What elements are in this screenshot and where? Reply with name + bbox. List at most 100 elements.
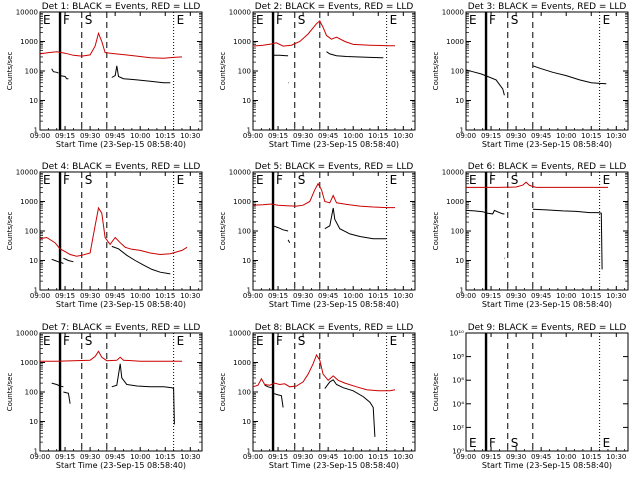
x-tick-label: 09:15 xyxy=(55,292,75,300)
y-tick-label: 1000 xyxy=(20,198,38,206)
x-axis-label: Start Time (23-Sep-15 08:58:40) xyxy=(56,300,186,309)
x-tick-label: 10:30 xyxy=(393,132,413,140)
marker-label: S xyxy=(298,173,306,187)
x-tick-label: 09:00 xyxy=(243,132,263,140)
detector-panel: Det 3: BLACK = Events, RED = LLD 09:00 09:… xyxy=(432,2,629,149)
x-tick-label: 10:15 xyxy=(368,453,388,461)
x-tick-label: 09:15 xyxy=(55,453,75,461)
y-tick-label: 1 xyxy=(34,448,38,456)
x-tick-label: 09:30 xyxy=(80,132,100,140)
y-tick-label: 10 xyxy=(29,418,38,426)
events-series-line xyxy=(59,75,69,80)
marker-label: E xyxy=(603,173,611,187)
y-tick-label: 10 xyxy=(242,418,251,426)
y-axis-label: Counts/sec xyxy=(432,373,440,412)
events-series-line xyxy=(465,209,505,215)
marker-label: S xyxy=(85,13,93,27)
y-tick-label: 1000 xyxy=(20,359,38,367)
x-tick-label: 10:15 xyxy=(581,132,601,140)
y-tick-label: 10000 xyxy=(16,169,38,177)
y-tick-label: 1 xyxy=(460,287,464,295)
detector-panel: Det 9: BLACK = Events, RED = LLD 09:00 09:… xyxy=(432,323,629,470)
panel-title: Det 2: BLACK = Events, RED = LLD xyxy=(255,2,414,12)
events-series-line xyxy=(111,363,175,425)
x-tick-label: 09:30 xyxy=(80,453,100,461)
y-tick-label: 10000 xyxy=(442,9,464,17)
x-tick-label: 09:30 xyxy=(293,453,313,461)
detector-panel: Det 4: BLACK = Events, RED = LLD 09:00 09:… xyxy=(6,162,203,309)
x-tick-label: 10:15 xyxy=(155,292,175,300)
x-tick-label: 09:30 xyxy=(293,292,313,300)
y-tick-label: 10 xyxy=(242,97,251,105)
y-axis-label: Counts/sec xyxy=(432,52,440,91)
y-tick-label: 10000 xyxy=(16,9,38,17)
x-tick-label: 09:00 xyxy=(30,453,50,461)
events-series-line xyxy=(287,239,291,243)
marker-label: F xyxy=(489,13,496,27)
y-tick-label: 100 xyxy=(25,228,38,236)
marker-label: E xyxy=(177,173,185,187)
x-tick-label: 10:30 xyxy=(606,453,626,461)
y-tick-label: 10000 xyxy=(16,330,38,338)
y-tick-label: 10⁴ xyxy=(452,400,464,408)
panel-title: Det 5: BLACK = Events, RED = LLD xyxy=(255,162,414,172)
panel-title: Det 6: BLACK = Events, RED = LLD xyxy=(468,162,627,172)
x-tick-label: 09:45 xyxy=(105,132,125,140)
y-tick-label: 10000 xyxy=(442,169,464,177)
events-series-line xyxy=(111,245,171,275)
events-series-line xyxy=(272,225,289,232)
x-tick-label: 10:00 xyxy=(343,132,363,140)
x-tick-label: 10:15 xyxy=(155,132,175,140)
x-tick-label: 09:15 xyxy=(481,132,501,140)
x-tick-label: 10:30 xyxy=(393,453,413,461)
y-tick-label: 10 xyxy=(29,257,38,265)
marker-label: F xyxy=(489,173,496,187)
plot-frame xyxy=(465,332,629,452)
marker-label: E xyxy=(177,334,185,348)
panel-title: Det 8: BLACK = Events, RED = LLD xyxy=(255,323,414,333)
x-tick-label: 09:15 xyxy=(268,453,288,461)
marker-label: E xyxy=(469,436,477,450)
panel-title: Det 9: BLACK = Events, RED = LLD xyxy=(468,323,627,333)
y-tick-label: 1000 xyxy=(446,198,464,206)
x-tick-label: 10:00 xyxy=(130,132,150,140)
y-tick-label: 10000 xyxy=(229,330,251,338)
y-tick-label: 10⁶ xyxy=(452,377,464,385)
x-tick-label: 09:15 xyxy=(268,292,288,300)
marker-label: S xyxy=(298,13,306,27)
y-tick-label: 1 xyxy=(247,127,251,135)
marker-label: E xyxy=(390,334,398,348)
y-tick-label: 1000 xyxy=(233,359,251,367)
lld-series-line xyxy=(40,350,182,362)
y-tick-label: 100 xyxy=(451,68,464,76)
x-tick-label: 10:00 xyxy=(556,292,576,300)
y-tick-label: 100 xyxy=(238,68,251,76)
plot-frame xyxy=(252,171,416,291)
y-tick-label: 100 xyxy=(451,228,464,236)
x-axis-label: Start Time (23-Sep-15 08:58:40) xyxy=(482,300,612,309)
detector-panel: Det 2: BLACK = Events, RED = LLD 09:00 09:… xyxy=(219,2,416,149)
y-tick-label: 10 xyxy=(455,257,464,265)
events-series-line xyxy=(264,384,274,390)
marker-label: S xyxy=(298,334,306,348)
events-series-line xyxy=(324,207,387,240)
y-axis-label: Counts/sec xyxy=(6,373,14,412)
marker-label: F xyxy=(63,13,70,27)
x-tick-label: 09:45 xyxy=(318,132,338,140)
marker-label: F xyxy=(276,334,283,348)
x-tick-label: 10:30 xyxy=(393,292,413,300)
marker-label: F xyxy=(63,173,70,187)
marker-label: E xyxy=(469,173,477,187)
y-tick-label: 10 xyxy=(29,97,38,105)
x-tick-label: 10:15 xyxy=(155,453,175,461)
y-tick-label: 10² xyxy=(452,424,464,432)
plot-frame xyxy=(465,171,629,291)
y-tick-label: 10 xyxy=(455,97,464,105)
marker-label: E xyxy=(256,334,264,348)
marker-label: E xyxy=(177,13,185,27)
x-tick-label: 09:45 xyxy=(318,292,338,300)
lld-series-line xyxy=(252,353,396,392)
y-tick-label: 10⁸ xyxy=(452,353,464,361)
lld-series-line xyxy=(39,31,183,59)
panel-title: Det 7: BLACK = Events, RED = LLD xyxy=(42,323,201,333)
